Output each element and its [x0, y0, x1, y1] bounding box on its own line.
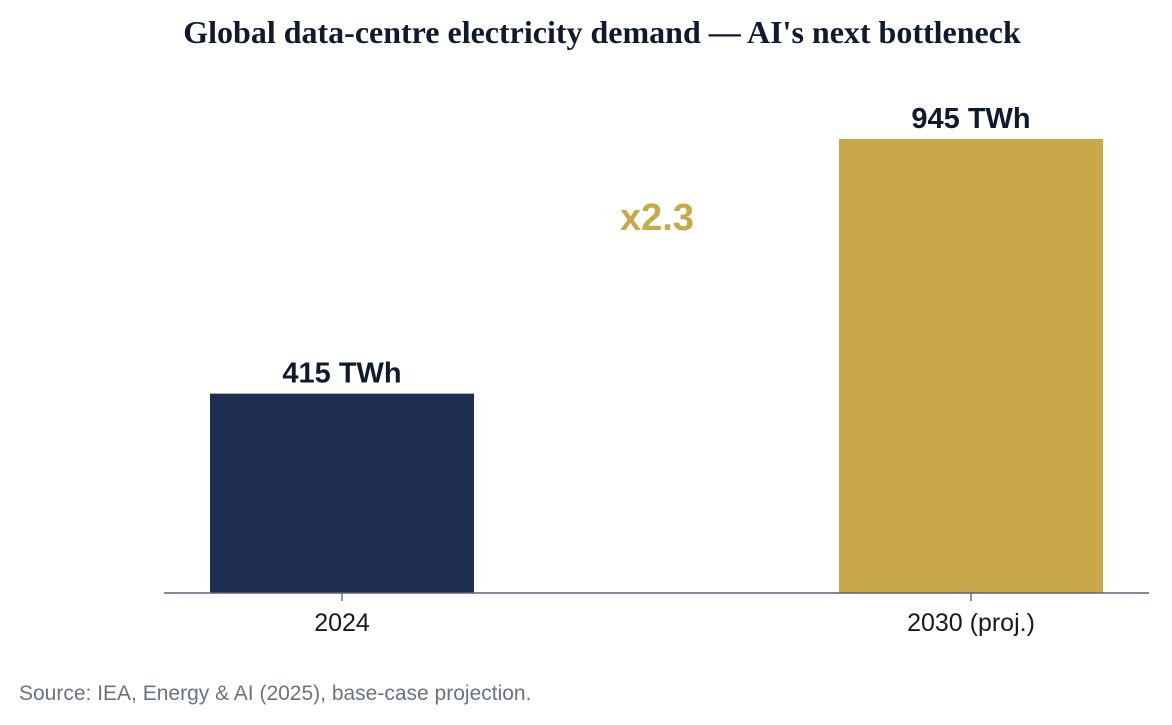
x-tick-label-2024: 2024: [314, 609, 370, 637]
value-labels-group: 415 TWh 945 TWh: [282, 103, 1030, 390]
chart-title: Global data-centre electricity demand — …: [183, 14, 1021, 50]
value-label-2030: 945 TWh: [911, 103, 1030, 135]
value-label-2024: 415 TWh: [282, 358, 401, 390]
source-note: Source: IEA, Energy & AI (2025), base-ca…: [19, 682, 531, 705]
bar-2024: [210, 393, 474, 593]
bars-group: [210, 139, 1103, 593]
x-ticks-group: [341, 593, 972, 601]
x-tick-label-2030: 2030 (proj.): [907, 609, 1035, 637]
x-tick-labels-group: 2024 2030 (proj.): [314, 609, 1035, 637]
growth-annotation: x2.3: [620, 197, 694, 239]
bar-2030: [839, 139, 1103, 593]
